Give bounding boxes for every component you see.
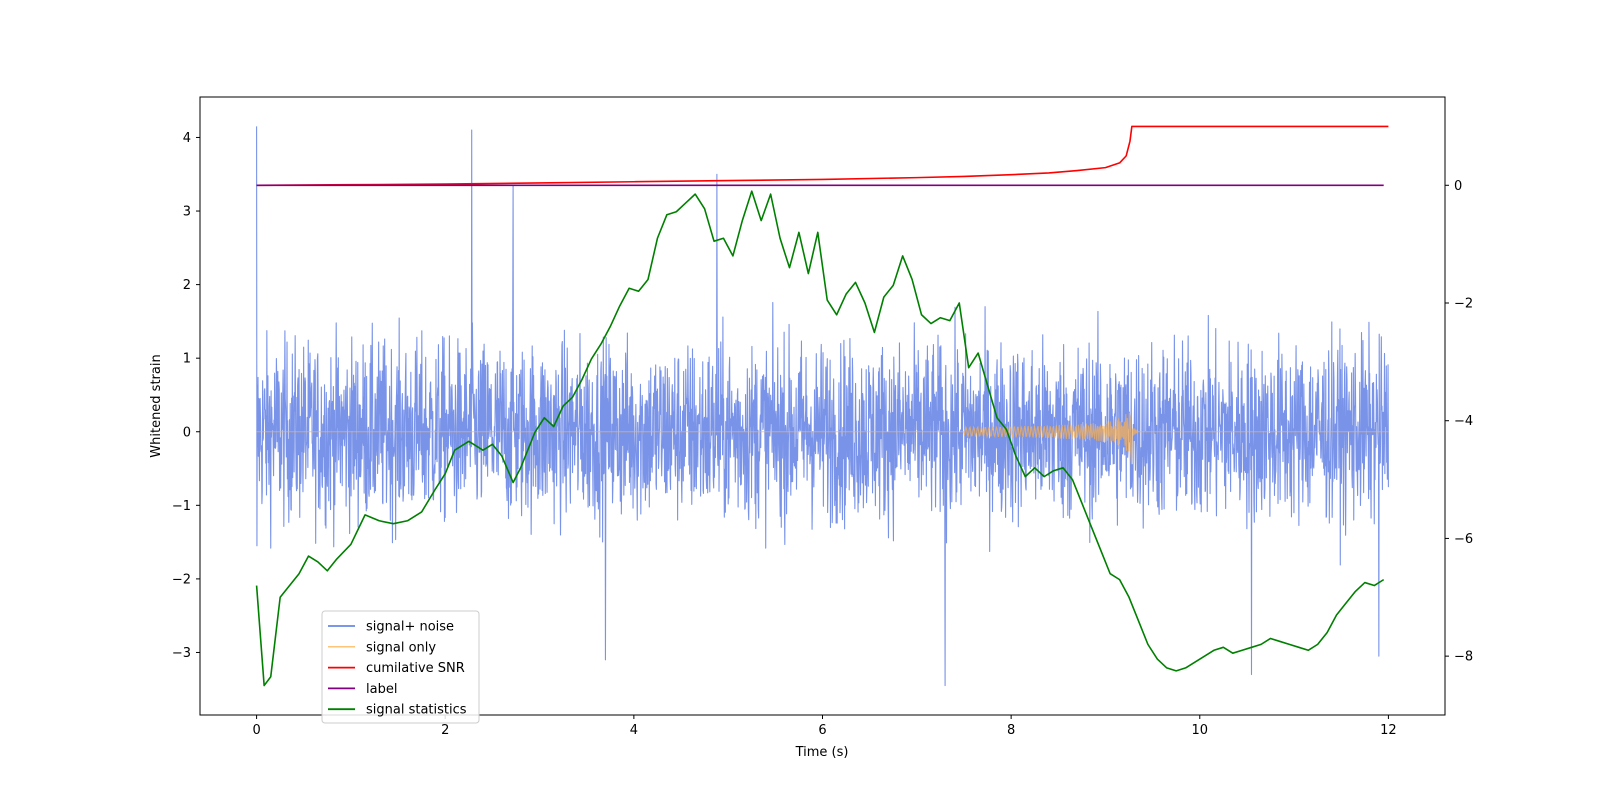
legend-label: label (366, 682, 397, 697)
y-tick-label-left: −1 (172, 499, 191, 514)
y-tick-label-left: −2 (172, 572, 191, 587)
series-signal-statistics (255, 190, 1385, 687)
y-tick-label-left: 3 (183, 205, 191, 220)
y-tick-label-right: −4 (1454, 414, 1473, 429)
series-layer (255, 125, 1389, 687)
legend-label: signal only (366, 640, 436, 655)
x-tick-label: 0 (252, 723, 260, 738)
y-tick-label-right: −8 (1454, 650, 1473, 665)
y-tick-label-left: 2 (183, 278, 191, 293)
series-cumulative-snr (256, 125, 1389, 187)
x-tick-label: 4 (630, 723, 638, 738)
legend: signal+ noise signal only cumilative SNR la… (321, 610, 480, 724)
y-axis-label-left: Whitened strain (149, 354, 164, 457)
y-tick-label-right: 0 (1454, 179, 1462, 194)
x-tick-label: 2 (441, 723, 449, 738)
x-axis-label: Time (s) (795, 745, 849, 760)
y-tick-label-left: 1 (183, 352, 191, 367)
x-tick-label: 10 (1191, 723, 1208, 738)
x-tick-label: 8 (1007, 723, 1015, 738)
y-tick-label-left: 4 (183, 131, 191, 146)
y-axis-right: −8 −6 −4 −2 0 (1445, 179, 1473, 665)
x-tick-label: 12 (1380, 723, 1397, 738)
y-tick-label-right: −6 (1454, 532, 1473, 547)
legend-label: cumilative SNR (366, 661, 465, 676)
y-tick-label-left: −3 (172, 646, 191, 661)
y-tick-label-right: −2 (1454, 297, 1473, 312)
y-axis-left: −3 −2 −1 0 1 2 3 4 (172, 131, 200, 661)
legend-box (321, 610, 480, 724)
legend-label: signal statistics (366, 703, 467, 718)
y-tick-label-left: 0 (183, 425, 191, 440)
x-tick-label: 6 (818, 723, 826, 738)
series-signal-noise (256, 126, 1389, 687)
series-signal-only (256, 412, 1389, 465)
legend-label: signal+ noise (366, 620, 454, 635)
